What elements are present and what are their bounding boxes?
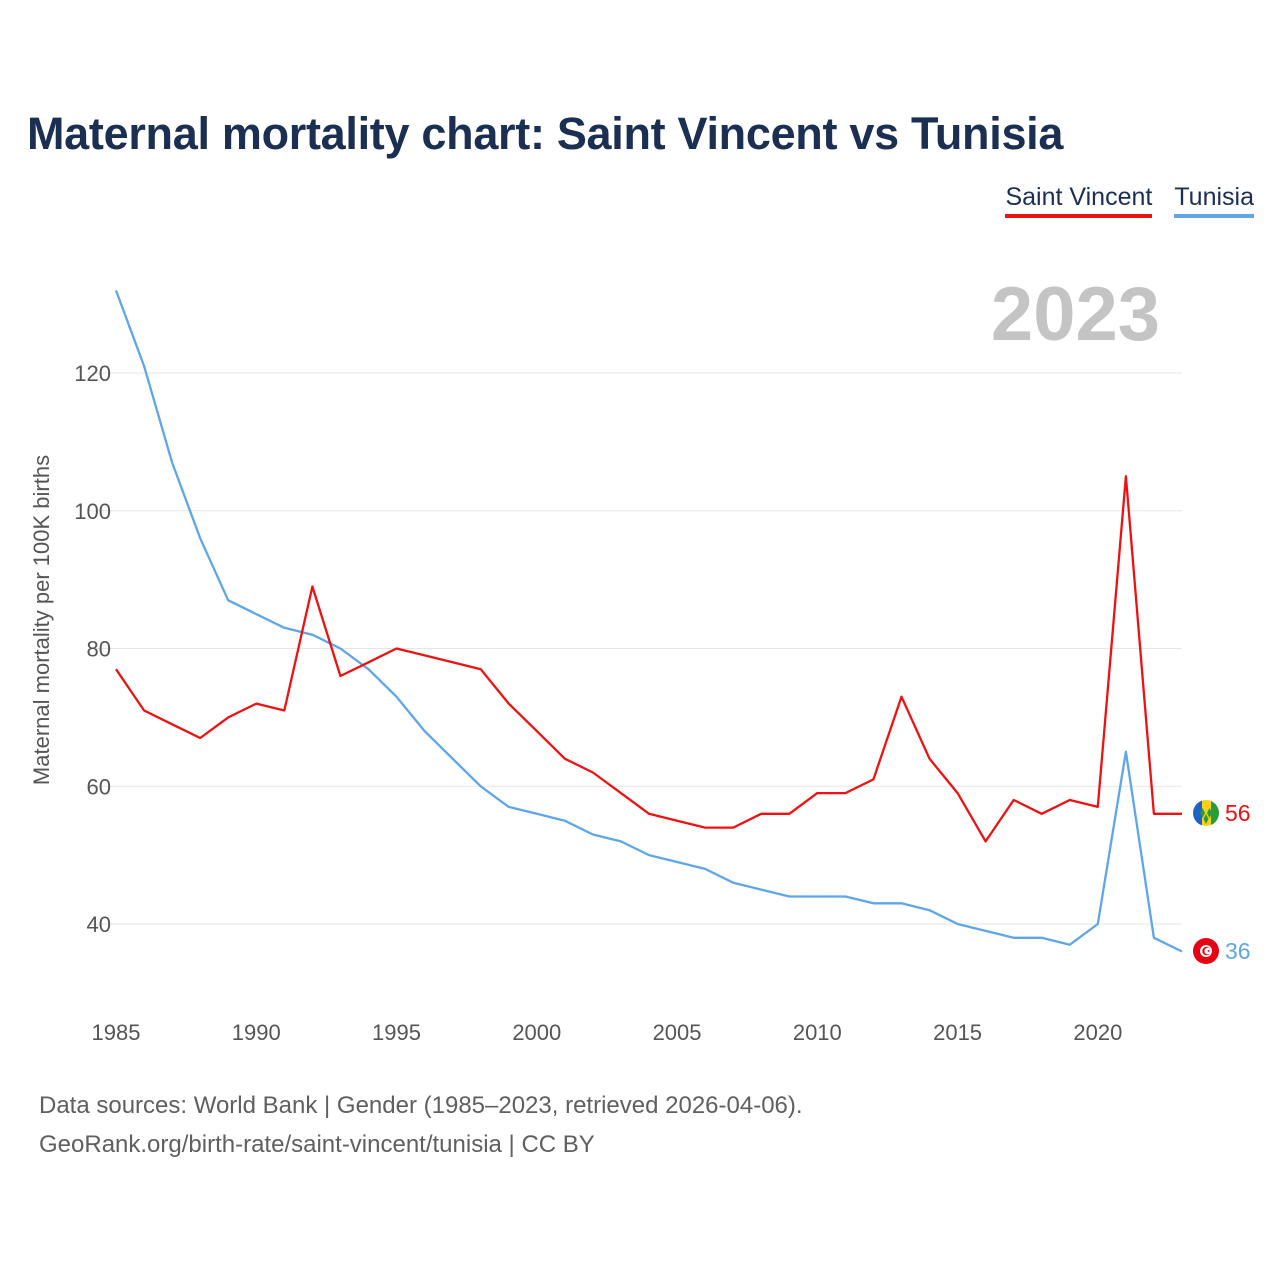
- legend-item-saint-vincent[interactable]: Saint Vincent: [1005, 183, 1153, 218]
- x-axis-ticks: 1985 1990 1995 2000 2005 2010 2015 2020: [92, 1020, 1123, 1045]
- legend: Saint Vincent Tunisia: [1005, 183, 1254, 218]
- y-axis-ticks: 40 60 80 100 120: [74, 361, 111, 937]
- end-value-tunisia: 36: [1225, 938, 1251, 964]
- x-tick-label: 1995: [372, 1020, 421, 1045]
- x-tick-label: 1985: [92, 1020, 141, 1045]
- footer: Data sources: World Bank | Gender (1985–…: [39, 1086, 803, 1164]
- year-label: 2023: [991, 272, 1160, 357]
- y-tick-label: 80: [87, 637, 111, 662]
- x-tick-label: 1990: [232, 1020, 281, 1045]
- y-axis-label: Maternal mortality per 100K births: [29, 455, 54, 785]
- series-line-tunisia[interactable]: [114, 289, 1183, 953]
- x-tick-label: 2015: [933, 1020, 982, 1045]
- legend-item-tunisia[interactable]: Tunisia: [1174, 183, 1254, 218]
- x-tick-label: 2000: [512, 1020, 561, 1045]
- y-tick-label: 40: [87, 912, 111, 937]
- tunisia-flag-icon: [1193, 938, 1219, 964]
- chart-title: Maternal mortality chart: Saint Vincent …: [27, 108, 1064, 159]
- source-link[interactable]: GeoRank.org/birth-rate/saint-vincent/tun…: [39, 1131, 595, 1158]
- y-tick-label: 120: [74, 361, 111, 386]
- data-source-note: Data sources: World Bank | Gender (1985–…: [39, 1092, 803, 1119]
- x-tick-label: 2005: [653, 1020, 702, 1045]
- saint-vincent-flag-icon: [1193, 800, 1219, 826]
- end-value-saint-vincent: 56: [1225, 800, 1251, 826]
- y-tick-label: 100: [74, 499, 111, 524]
- series-line-saint-vincent[interactable]: [115, 475, 1182, 843]
- gridlines: [88, 372, 1182, 925]
- x-tick-label: 2020: [1073, 1020, 1122, 1045]
- series-lines: [114, 289, 1183, 953]
- y-tick-label: 60: [87, 774, 111, 799]
- x-tick-label: 2010: [793, 1020, 842, 1045]
